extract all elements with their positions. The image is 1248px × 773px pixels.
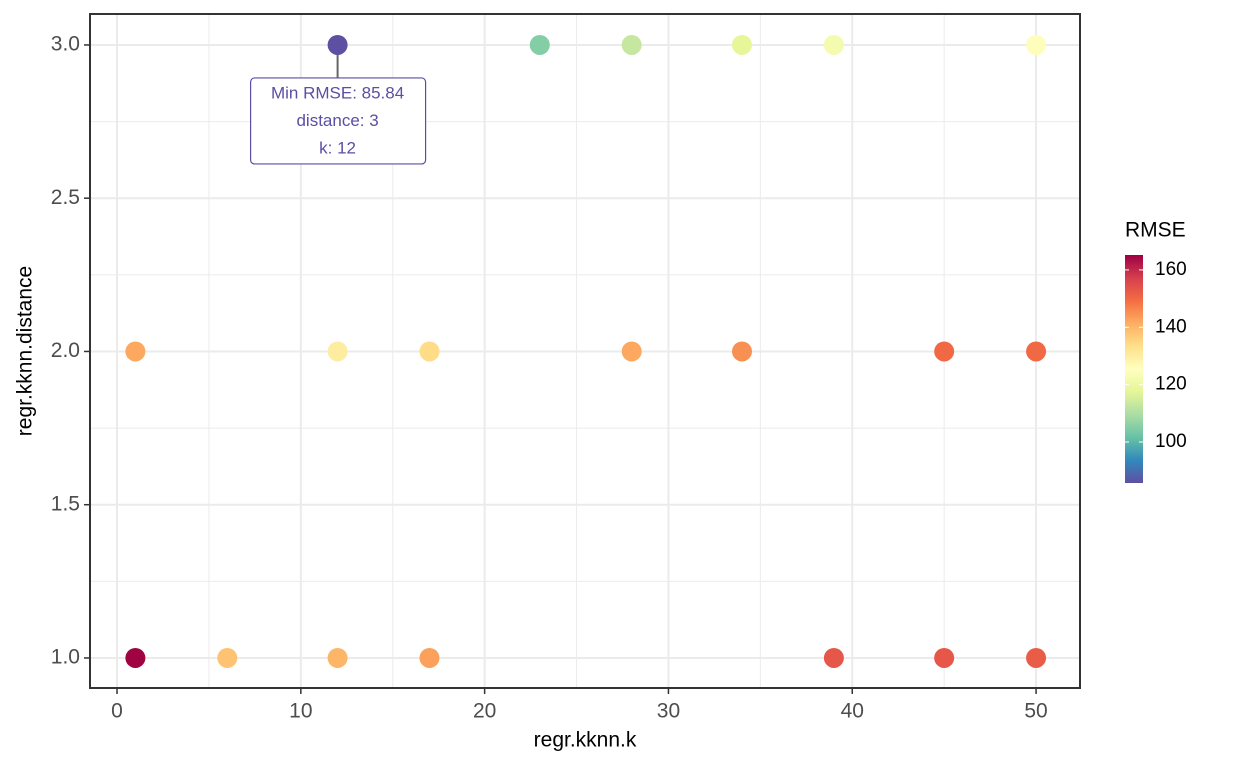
y-tick-label: 2.5 xyxy=(51,186,80,209)
point xyxy=(621,34,642,55)
annotation-text: Min RMSE: 85.84 xyxy=(271,83,404,102)
point xyxy=(529,34,550,55)
point xyxy=(731,341,752,362)
x-tick-label: 20 xyxy=(473,700,496,723)
point xyxy=(731,34,752,55)
x-tick-label: 40 xyxy=(841,700,864,723)
colorbar-tick-label: 120 xyxy=(1155,374,1187,395)
x-tick-label: 10 xyxy=(289,700,312,723)
y-tick-label: 1.5 xyxy=(51,492,80,515)
x-tick-label: 0 xyxy=(111,700,123,723)
point xyxy=(125,647,146,668)
point xyxy=(419,341,440,362)
point xyxy=(1026,34,1047,55)
point xyxy=(327,647,348,668)
point xyxy=(1026,647,1047,668)
plot-border xyxy=(89,13,1081,689)
y-tick-label: 1.0 xyxy=(51,646,80,669)
point xyxy=(125,341,146,362)
point xyxy=(327,341,348,362)
colorbar-tick-label: 100 xyxy=(1155,431,1187,452)
annotation-text: distance: 3 xyxy=(296,111,378,130)
colorbar-tick-label: 160 xyxy=(1155,259,1187,280)
point xyxy=(1026,341,1047,362)
colorbar-tick-label: 140 xyxy=(1155,316,1187,337)
point xyxy=(823,34,844,55)
x-axis-label: regr.kknn.k xyxy=(534,729,637,752)
annotation-text: k: 12 xyxy=(319,138,356,157)
point xyxy=(934,341,955,362)
point xyxy=(934,647,955,668)
y-tick-label: 3.0 xyxy=(51,33,80,56)
point xyxy=(823,647,844,668)
point xyxy=(327,34,348,55)
y-axis-label: regr.kknn.distance xyxy=(14,266,37,436)
legend-title: RMSE xyxy=(1125,219,1186,242)
point xyxy=(621,341,642,362)
y-tick-label: 2.0 xyxy=(51,339,80,362)
colorbar xyxy=(1125,255,1143,483)
point xyxy=(419,647,440,668)
x-tick-label: 50 xyxy=(1024,700,1047,723)
x-tick-label: 30 xyxy=(657,700,680,723)
point xyxy=(217,647,238,668)
annotation-box xyxy=(249,77,427,165)
